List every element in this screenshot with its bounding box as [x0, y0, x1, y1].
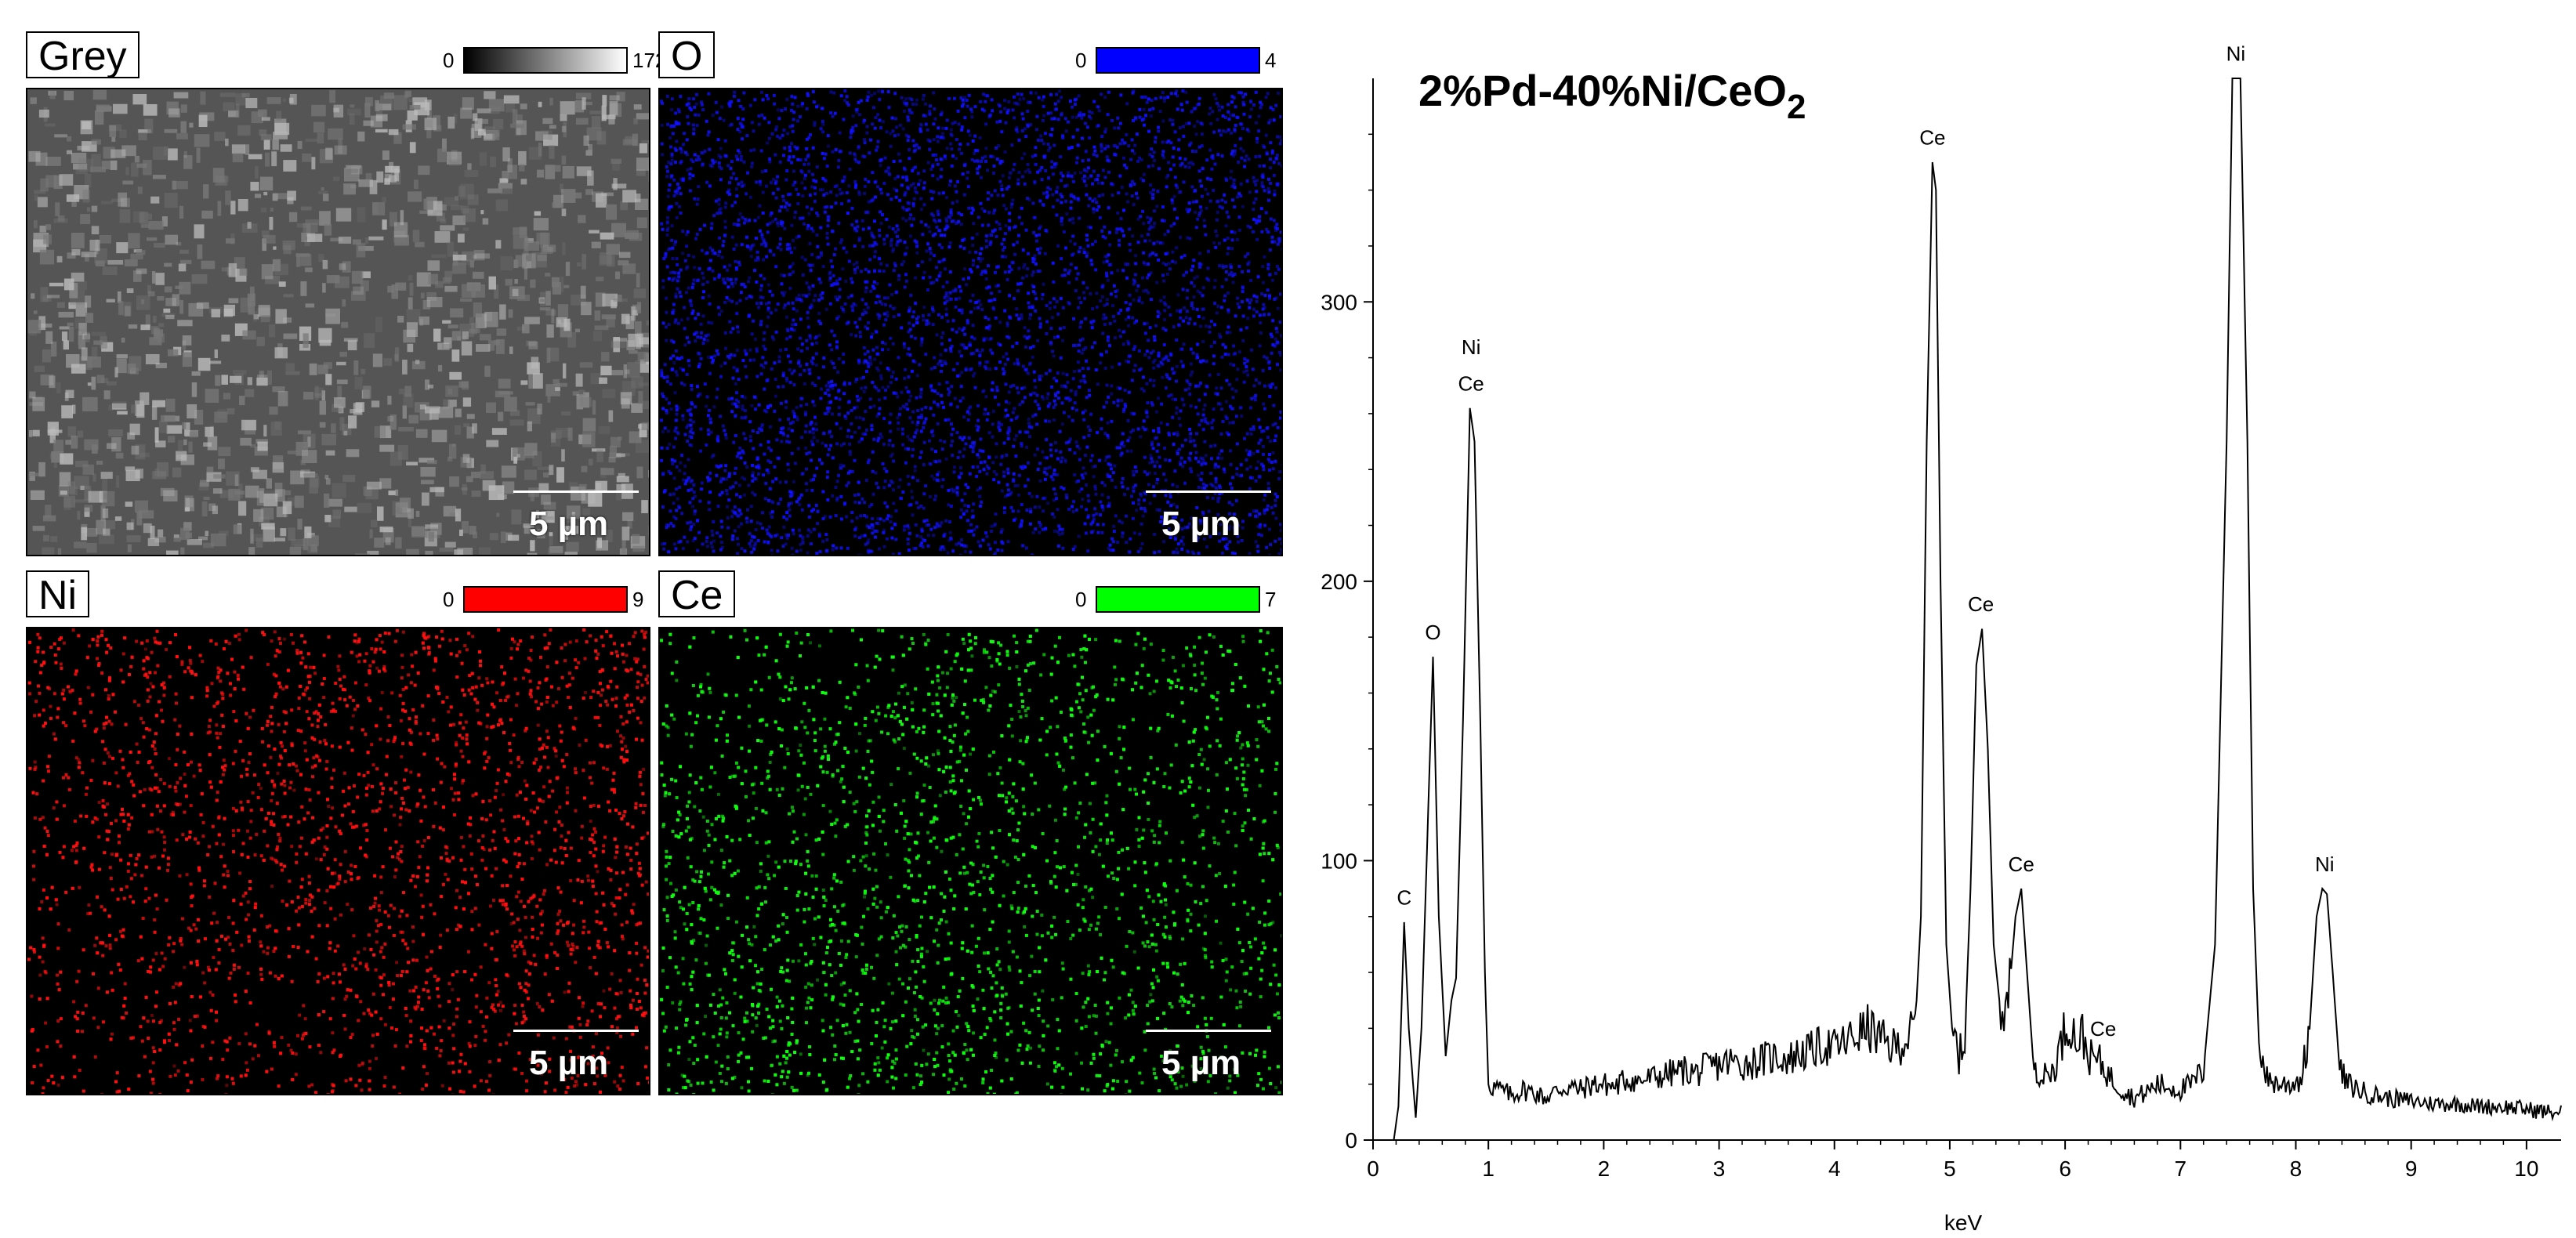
- map-label-nik: Ni K: [26, 570, 90, 665]
- x-tick-label: 8: [2290, 1157, 2302, 1181]
- map-label-ok: O K: [658, 31, 716, 126]
- colorbar-max-nik: 9: [632, 588, 644, 611]
- y-tick-label: 100: [1321, 849, 1357, 873]
- x-axis-label: keV: [1944, 1211, 1983, 1235]
- peak-label: Ce: [1458, 372, 1484, 396]
- element-map-cel: 5 µm: [658, 627, 1283, 1095]
- colorbar-min-grey: 0: [443, 49, 455, 72]
- peak-label: Ni: [2315, 852, 2335, 876]
- x-tick-label: 10: [2514, 1157, 2538, 1181]
- peak-label: Ce: [1968, 592, 1994, 616]
- peak-label: Ce: [2090, 1017, 2116, 1041]
- x-tick-label: 0: [1367, 1157, 1379, 1181]
- chart-axes: [1372, 78, 2561, 1141]
- scale-label-grey: 5 µm: [529, 505, 609, 543]
- peak-label: Ni: [1462, 335, 1481, 359]
- scale-bar-ok: [1146, 490, 1271, 493]
- scale-label-ok: 5 µm: [1161, 505, 1241, 543]
- colorbar-nik: [463, 586, 628, 613]
- map-speckle-nik: [27, 628, 649, 1094]
- scale-label-cel: 5 µm: [1161, 1044, 1241, 1082]
- peak-label: Ce: [2009, 852, 2034, 876]
- map-label-cel: Ce L: [658, 570, 736, 665]
- colorbar-min-cel: 0: [1075, 588, 1087, 611]
- colorbar-cel: [1096, 586, 1260, 613]
- map-label-grey: Grey: [26, 31, 139, 79]
- x-tick-label: 2: [1598, 1157, 1610, 1181]
- colorbar-min-ok: 0: [1075, 49, 1087, 72]
- map-speckle-cel: [660, 628, 1281, 1094]
- map-speckle-ok: [660, 89, 1281, 555]
- colorbar-grey: [463, 47, 628, 74]
- scale-bar-nik: [513, 1030, 639, 1032]
- peak-label: Ce: [1919, 126, 1945, 150]
- chart-title-subscript: 2: [1787, 88, 1806, 126]
- x-tick-label: 6: [2059, 1157, 2071, 1181]
- y-tick-label: 0: [1345, 1128, 1357, 1153]
- scale-bar-cel: [1146, 1030, 1271, 1032]
- colorbar-max-cel: 7: [1265, 588, 1277, 611]
- colorbar-min-nik: 0: [443, 588, 455, 611]
- colorbar-max-ok: 4: [1265, 49, 1277, 72]
- x-tick-label: 9: [2405, 1157, 2418, 1181]
- map-speckle-grey: [27, 89, 649, 555]
- x-tick-label: 3: [1713, 1157, 1726, 1181]
- x-tick-label: 4: [1828, 1157, 1841, 1181]
- chart-title: 2%Pd-40%Ni/CeO2: [1418, 66, 1806, 126]
- element-map-nik: 5 µm: [26, 627, 650, 1095]
- x-tick-label: 1: [1482, 1157, 1495, 1181]
- element-map-grey: 5 µm: [26, 88, 650, 556]
- spectrum-line: [1373, 78, 2562, 1141]
- peak-label: Ni: [2226, 42, 2246, 66]
- colorbar-ok: [1096, 47, 1260, 74]
- scale-label-nik: 5 µm: [529, 1044, 609, 1082]
- peak-label: O: [1425, 621, 1440, 644]
- y-tick-label: 200: [1321, 570, 1357, 594]
- x-tick-label: 7: [2175, 1157, 2187, 1181]
- scale-bar-grey: [513, 490, 639, 493]
- x-tick-label: 5: [1944, 1157, 1956, 1181]
- peak-label: C: [1397, 886, 1411, 910]
- peak-annotations: C O Ni Ce Ce Ce Ce Ce Ni Ni: [1397, 42, 2334, 1041]
- y-tick-label: 300: [1321, 290, 1357, 314]
- chart-title-main: 2%Pd-40%Ni/CeO: [1418, 66, 1787, 115]
- element-map-ok: 5 µm: [658, 88, 1283, 556]
